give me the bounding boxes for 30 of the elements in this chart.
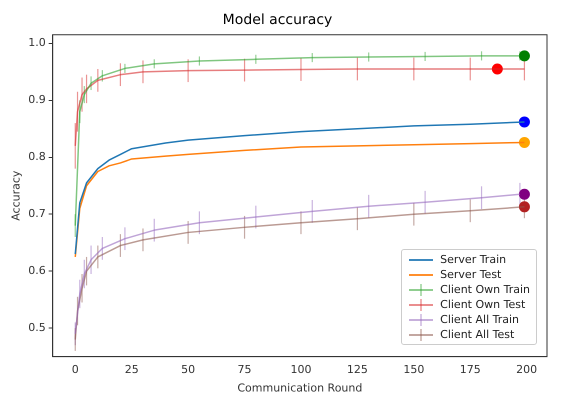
- x-tick-label: 25: [124, 363, 139, 376]
- chart-title: Model accuracy: [222, 12, 332, 28]
- legend-label: Client Own Train: [440, 283, 530, 296]
- point: [518, 201, 530, 212]
- x-tick-label: 150: [403, 363, 424, 376]
- point: [518, 136, 530, 148]
- point: [492, 63, 503, 74]
- y-tick-label: 0.6: [28, 264, 46, 278]
- y-tick-label: 0.7: [28, 207, 46, 220]
- x-tick-label: 200: [516, 363, 538, 376]
- legend-label: Client All Train: [440, 313, 520, 326]
- x-tick-label: 0: [72, 363, 79, 376]
- point: [518, 50, 530, 62]
- x-tick-label: 50: [181, 363, 196, 376]
- x-tick-label: 175: [460, 363, 481, 376]
- x-tick-label: 75: [238, 363, 252, 376]
- y-tick-label: 0.5: [28, 320, 46, 334]
- x-axis-title: Communication Round: [237, 381, 362, 394]
- point: [518, 188, 530, 200]
- x-tick-label: 125: [346, 363, 368, 376]
- legend-label: Client All Test: [440, 328, 514, 341]
- y-axis-title: Accuracy: [9, 170, 22, 221]
- y-tick-label: 1.0: [28, 36, 46, 50]
- legend-label: Server Test: [440, 268, 502, 281]
- x-tick-label: 100: [290, 363, 312, 376]
- point: [518, 116, 530, 128]
- legend-label: Client Own Test: [440, 298, 526, 311]
- legend-label: Server Train: [440, 253, 506, 266]
- y-tick-label: 0.9: [28, 93, 46, 106]
- y-tick-label: 0.8: [28, 150, 46, 164]
